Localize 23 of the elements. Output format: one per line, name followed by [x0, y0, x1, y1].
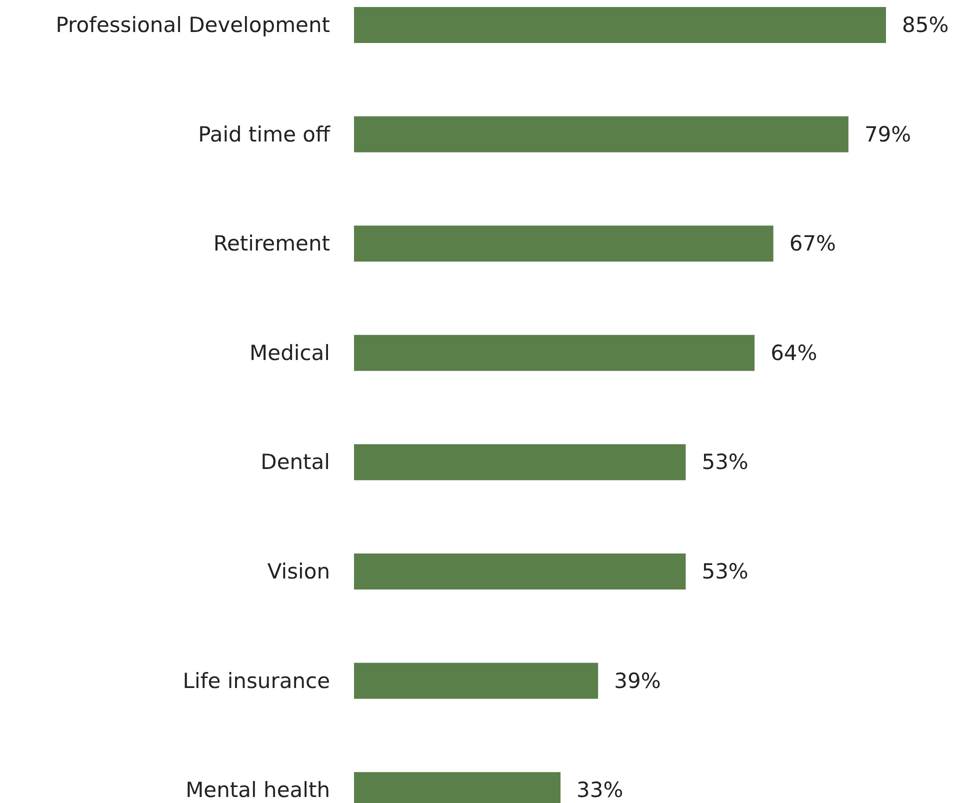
bar [354, 226, 774, 262]
bar [354, 444, 686, 480]
y-tick-label: Retirement [213, 232, 330, 256]
data-label: 53% [702, 560, 748, 584]
y-tick-label: Medical [250, 340, 330, 365]
data-label: 33% [576, 778, 624, 802]
data-label: 39% [614, 668, 661, 693]
data-label: 85% [902, 13, 949, 37]
y-tick-label: Paid time off [198, 122, 331, 146]
data-label: 64% [770, 340, 818, 365]
y-tick-label: Life insurance [182, 668, 330, 693]
bar [354, 7, 886, 43]
y-tick-label: Professional Development [56, 13, 330, 37]
y-tick-label: Mental health [186, 778, 330, 802]
bar [354, 554, 686, 590]
bar [354, 116, 848, 152]
data-label: 53% [702, 450, 748, 474]
bar [354, 662, 598, 699]
bar [354, 334, 755, 371]
y-tick-label: Vision [267, 560, 330, 584]
data-label: 67% [789, 232, 836, 256]
y-tick-label: Dental [260, 450, 330, 474]
data-label: 79% [864, 122, 912, 146]
